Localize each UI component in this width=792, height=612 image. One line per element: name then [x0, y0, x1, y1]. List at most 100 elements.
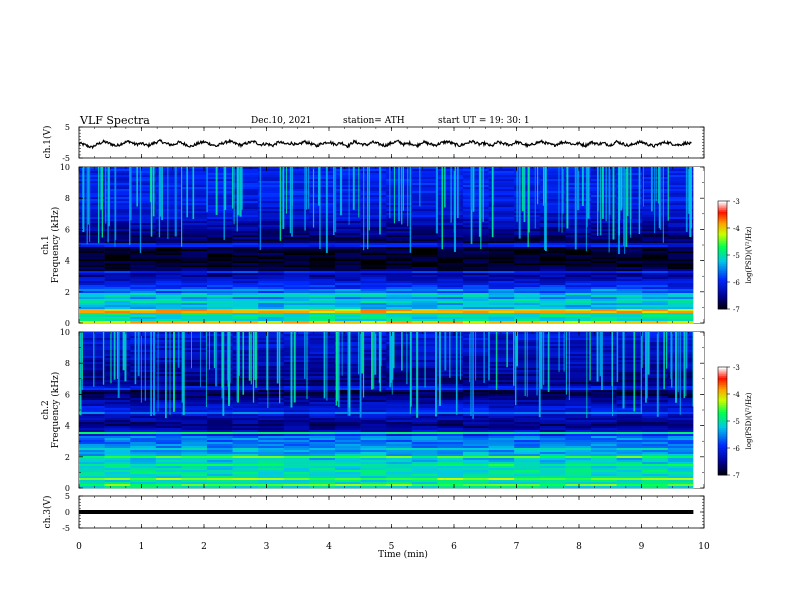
- sferic-streak: [536, 332, 538, 396]
- spectrogram-cell: [79, 255, 105, 258]
- spectrogram-cell: [642, 402, 669, 405]
- spectrogram-cell: [539, 251, 566, 254]
- spectrogram-cell: [155, 472, 182, 475]
- spectrogram-cell: [411, 392, 438, 395]
- spectrogram-cell: [437, 446, 464, 449]
- spectrogram-cell: [539, 249, 566, 252]
- spectrogram-cell: [130, 219, 157, 222]
- spectrogram-cell: [437, 466, 464, 469]
- spectrogram-cell: [437, 426, 464, 429]
- spectrogram-cell: [462, 408, 489, 411]
- spectrogram-cell: [232, 396, 259, 399]
- spectrogram-cell: [539, 173, 566, 176]
- spectrogram-cell: [232, 283, 259, 286]
- spectrogram-cell: [539, 231, 566, 234]
- spectrogram-cell: [539, 450, 566, 453]
- spectrogram-cell: [667, 259, 694, 262]
- spectrogram-cell: [488, 169, 515, 172]
- spectrogram-cell: [104, 422, 131, 425]
- spectrogram-cell: [360, 225, 387, 228]
- spectrogram-cell: [462, 235, 489, 238]
- spectrogram-cell: [514, 468, 541, 471]
- spectrogram-cell: [590, 472, 617, 475]
- spectrogram-cell: [462, 414, 489, 417]
- spectrogram-cell: [616, 263, 643, 266]
- spectrogram-cell: [437, 255, 464, 258]
- spectrogram-cell: [104, 261, 131, 264]
- spectrogram-cell: [283, 205, 310, 208]
- spectrogram-cell: [104, 440, 131, 443]
- spectrogram-cell: [79, 332, 105, 335]
- spectrogram-cell: [360, 432, 387, 435]
- spectrogram-cell: [283, 436, 310, 439]
- spectrogram-cell: [462, 432, 489, 435]
- spectrogram-cell: [206, 352, 233, 355]
- spectrogram-cell: [539, 201, 566, 204]
- spectrogram-cell: [309, 187, 336, 190]
- spectrogram-cell: [181, 408, 208, 411]
- spectrogram-cell: [616, 175, 643, 178]
- spectrogram-cell: [360, 390, 387, 393]
- colorbar-cell: [718, 217, 727, 220]
- spectrogram-cell: [437, 297, 464, 300]
- spectrogram-cell: [514, 420, 541, 423]
- spectrogram-cell: [104, 295, 131, 298]
- sferic-streak: [124, 332, 127, 382]
- spectrogram-cell: [437, 416, 464, 419]
- sferic-streak: [335, 332, 338, 406]
- colorbar-cell: [718, 303, 727, 306]
- spectrogram-cell: [488, 350, 515, 353]
- spectrogram-cell: [539, 213, 566, 216]
- spectrogram-cell: [488, 472, 515, 475]
- spectrogram-cell: [104, 486, 131, 489]
- spectrogram-cell: [565, 255, 592, 258]
- spectrogram-cell: [590, 301, 617, 304]
- spectrogram-cell: [411, 283, 438, 286]
- colorbar-cell: [718, 413, 727, 416]
- spectrogram-cell: [539, 428, 566, 431]
- spectrogram-cell: [616, 380, 643, 383]
- spectrogram-cell: [206, 295, 233, 298]
- spectrogram-cell: [462, 267, 489, 270]
- spectrogram-cell: [411, 191, 438, 194]
- spectrogram-cell: [539, 297, 566, 300]
- spectrogram-cell: [488, 245, 515, 248]
- spectrogram-cell: [360, 249, 387, 252]
- colorbar-cell: [718, 449, 727, 452]
- spectrogram-cell: [488, 422, 515, 425]
- spectrogram-cell: [232, 303, 259, 306]
- sferic-streak: [238, 332, 240, 376]
- spectrogram-cell: [616, 366, 643, 369]
- spectrogram-cell: [360, 398, 387, 401]
- spectrogram-cell: [539, 396, 566, 399]
- spectrogram-cell: [360, 271, 387, 274]
- colorbar-cell: [718, 458, 727, 461]
- spectrogram-cell: [386, 472, 413, 475]
- spectrogram-cell: [309, 478, 336, 481]
- spectrogram-cell: [642, 360, 669, 363]
- spectrogram-cell: [155, 348, 182, 351]
- spectrogram-cell: [155, 354, 182, 357]
- spectrogram-cell: [283, 239, 310, 242]
- spectrogram-cell: [283, 195, 310, 198]
- spectrogram-cell: [206, 446, 233, 449]
- spectrogram-cell: [258, 319, 285, 322]
- spectrogram-cell: [283, 450, 310, 453]
- spectrogram-cell: [155, 281, 182, 284]
- spectrogram-cell: [616, 382, 643, 385]
- spectrogram-cell: [155, 303, 182, 306]
- spectrogram-cell: [539, 348, 566, 351]
- spectrogram-cell: [616, 237, 643, 240]
- spectrogram-cell: [206, 301, 233, 304]
- spectrogram-cell: [232, 245, 259, 248]
- spectrogram-cell: [258, 460, 285, 463]
- sferic-streak: [488, 332, 490, 381]
- spectrogram-cell: [283, 317, 310, 320]
- spectrogram-cell: [488, 239, 515, 242]
- colorbar-tick-label: -4: [733, 225, 740, 233]
- spectrogram-cell: [283, 338, 310, 341]
- spectrogram-cell: [462, 402, 489, 405]
- spectrogram-cell: [386, 436, 413, 439]
- spectrogram-cell: [309, 474, 336, 477]
- spectrogram-cell: [206, 273, 233, 276]
